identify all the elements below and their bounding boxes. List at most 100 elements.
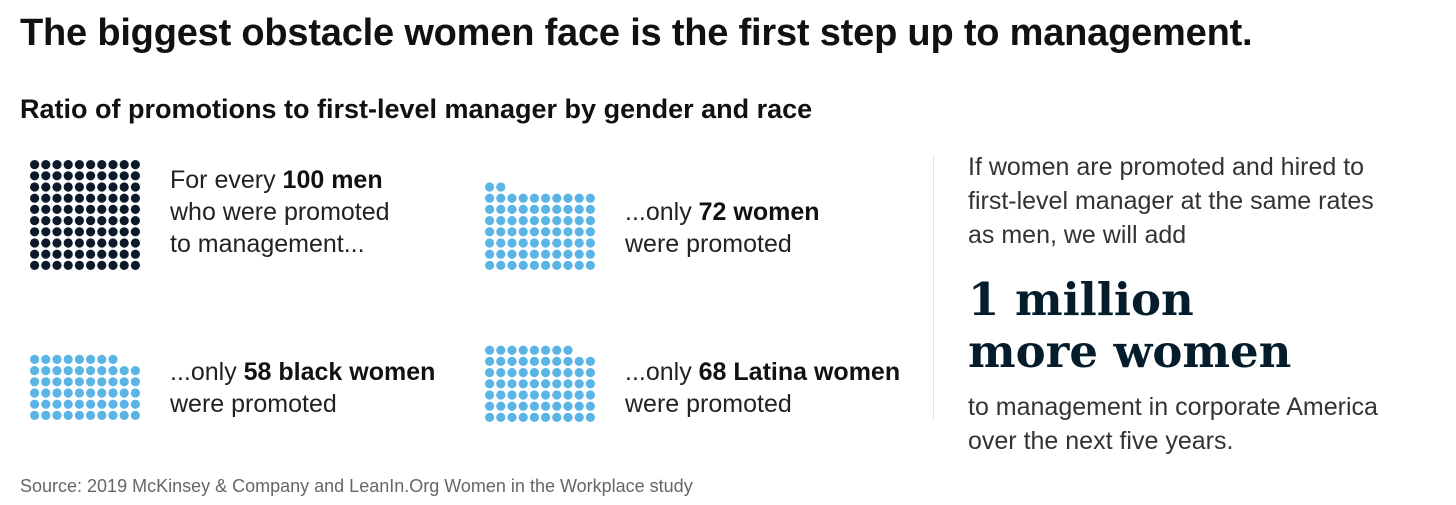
dot xyxy=(496,182,506,192)
dot xyxy=(518,238,528,248)
dot xyxy=(119,410,129,420)
caption-latina-women-line1: ...only 68 Latina women xyxy=(625,356,900,388)
dot xyxy=(507,193,517,203)
dot xyxy=(529,238,539,248)
dot xyxy=(97,160,107,170)
dot xyxy=(507,204,517,214)
dot-grid-black-women xyxy=(30,354,140,420)
dot xyxy=(52,227,62,237)
dot xyxy=(585,390,595,400)
dot xyxy=(63,227,73,237)
caption-black-women-line1: ...only 58 black women xyxy=(170,356,435,388)
dot xyxy=(97,204,107,214)
dot xyxy=(41,399,51,409)
dot xyxy=(496,356,506,366)
dot xyxy=(496,412,506,422)
dot xyxy=(585,204,595,214)
dot xyxy=(63,260,73,270)
dot xyxy=(119,182,129,192)
dot xyxy=(541,368,551,378)
dot xyxy=(119,171,129,181)
dot xyxy=(97,238,107,248)
dot xyxy=(529,379,539,389)
dot xyxy=(63,182,73,192)
caption-black-women: ...only 58 black women were promoted xyxy=(170,356,435,420)
dot xyxy=(108,238,118,248)
dot xyxy=(41,227,51,237)
dot xyxy=(97,366,107,376)
dot xyxy=(52,249,62,259)
dot xyxy=(30,216,40,226)
dot xyxy=(485,182,495,192)
dot xyxy=(529,227,539,237)
dot xyxy=(541,401,551,411)
dot xyxy=(97,260,107,270)
callout-highlight-line1: 1 million xyxy=(968,273,1194,326)
dot xyxy=(518,390,528,400)
dot xyxy=(507,216,517,226)
dot xyxy=(108,182,118,192)
dot xyxy=(130,193,140,203)
dot xyxy=(119,193,129,203)
dot xyxy=(30,388,40,398)
dot xyxy=(97,171,107,181)
dot xyxy=(63,193,73,203)
dot xyxy=(529,390,539,400)
dot xyxy=(485,193,495,203)
callout-intro-line1: If women are promoted and hired to xyxy=(968,153,1365,181)
dot xyxy=(130,399,140,409)
dot xyxy=(86,160,96,170)
dot xyxy=(74,204,84,214)
dot xyxy=(541,345,551,355)
dot xyxy=(108,366,118,376)
callout-highlight-line2: more women xyxy=(968,325,1292,378)
dot xyxy=(507,249,517,259)
dot xyxy=(518,216,528,226)
dot xyxy=(108,227,118,237)
dot xyxy=(585,227,595,237)
dot xyxy=(74,377,84,387)
dot xyxy=(30,399,40,409)
dot xyxy=(574,227,584,237)
dot xyxy=(585,412,595,422)
dot xyxy=(563,238,573,248)
dot xyxy=(86,354,96,364)
callout-highlight: 1 million more women xyxy=(968,274,1291,378)
callout-outro-line2: over the next five years. xyxy=(968,427,1234,455)
dot xyxy=(108,377,118,387)
dot xyxy=(518,412,528,422)
dot xyxy=(485,401,495,411)
caption-black-women-line2: were promoted xyxy=(170,390,337,418)
pictogram-black-women xyxy=(30,350,146,420)
dot xyxy=(552,204,562,214)
dot xyxy=(585,260,595,270)
dot xyxy=(86,238,96,248)
caption-latina-women-line2: were promoted xyxy=(625,390,792,418)
dot xyxy=(130,249,140,259)
dot xyxy=(30,204,40,214)
dot xyxy=(541,227,551,237)
dot xyxy=(52,238,62,248)
dot xyxy=(41,410,51,420)
dot xyxy=(30,160,40,170)
callout-intro: If women are promoted and hired to first… xyxy=(968,150,1374,252)
dot xyxy=(563,345,573,355)
dot xyxy=(585,401,595,411)
dot xyxy=(496,401,506,411)
dot xyxy=(574,260,584,270)
dot xyxy=(63,354,73,364)
dot xyxy=(52,399,62,409)
dot xyxy=(541,204,551,214)
dot xyxy=(52,260,62,270)
dot xyxy=(541,260,551,270)
dot xyxy=(552,260,562,270)
dot xyxy=(63,160,73,170)
dot xyxy=(63,204,73,214)
dot xyxy=(97,377,107,387)
dot xyxy=(130,260,140,270)
dot xyxy=(52,193,62,203)
dot xyxy=(574,193,584,203)
dot xyxy=(507,379,517,389)
dot xyxy=(119,160,129,170)
dot xyxy=(485,260,495,270)
